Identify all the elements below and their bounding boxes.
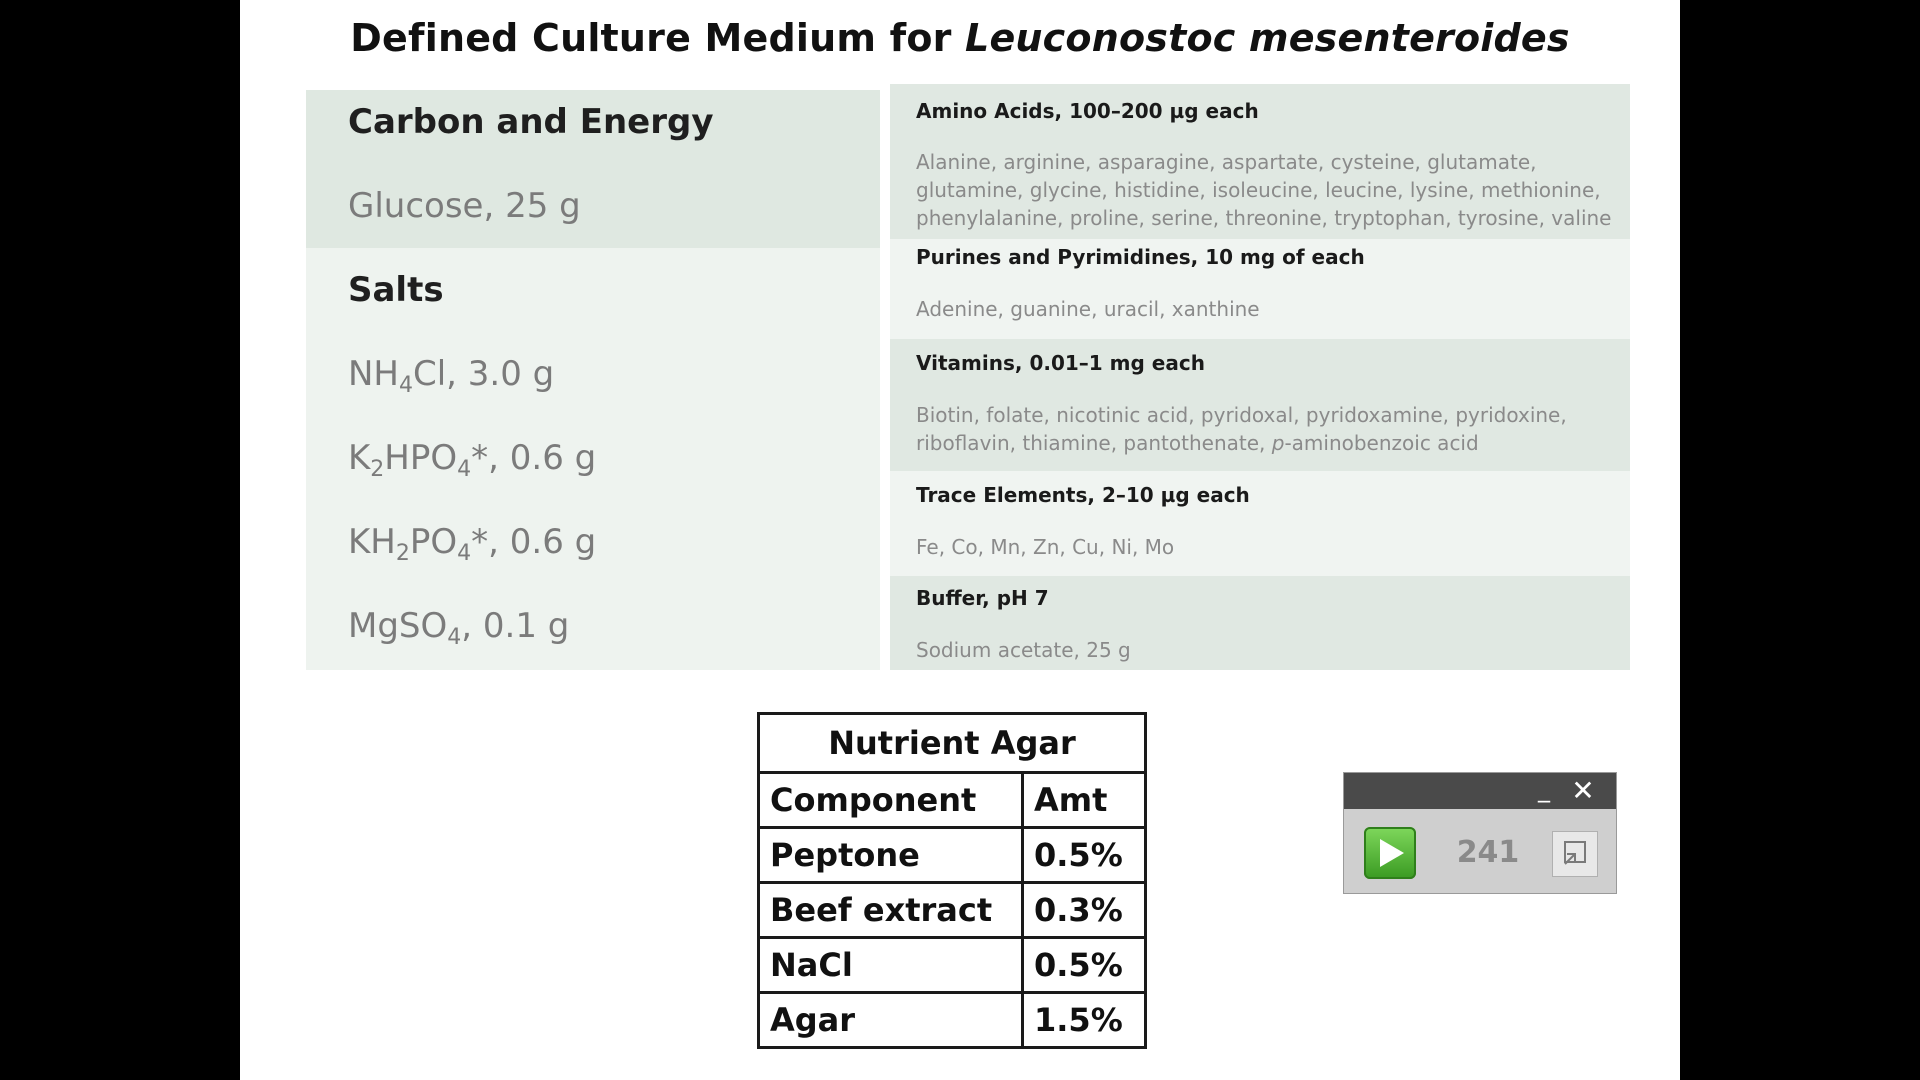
minimize-icon[interactable]: _ (1538, 775, 1550, 803)
table-header-row: Component Amt (757, 771, 1147, 829)
slide: Defined Culture Medium for Leuconostoc m… (240, 0, 1680, 1080)
component-cell: Peptone (757, 826, 1024, 884)
purines-title: Purines and Pyrimidines, 10 mg of each (916, 245, 1365, 269)
table-row: Peptone 0.5% (757, 826, 1147, 884)
table-title: Nutrient Agar (757, 712, 1147, 774)
nh4cl-sub: 4 (399, 373, 413, 398)
trace-section: Trace Elements, 2–10 µg each Fe, Co, Mn,… (890, 471, 1630, 576)
header-component: Component (757, 771, 1024, 829)
mgso4-a: MgSO (348, 606, 448, 646)
kh2po4-s1: 2 (395, 541, 410, 566)
expand-icon[interactable] (1552, 831, 1598, 877)
buffer-text: Sodium acetate, 25 g (916, 638, 1131, 662)
nh4cl-pre: NH (348, 354, 399, 394)
floating-player-widget: _ ✕ 241 (1343, 772, 1617, 894)
vitamins-text-a: Biotin, folate, nicotinic acid, pyridoxa… (916, 403, 1567, 455)
header-amount: Amt (1021, 771, 1147, 829)
table-row: NaCl 0.5% (757, 936, 1147, 994)
kh2po4-a: KH (348, 522, 396, 562)
widget-titlebar[interactable]: _ ✕ (1344, 773, 1616, 809)
vitamins-text: Biotin, folate, nicotinic acid, pyridoxa… (916, 401, 1616, 457)
buffer-title: Buffer, pH 7 (916, 586, 1049, 610)
amount-cell: 0.3% (1021, 881, 1147, 939)
kh2po4-s2: 4 (457, 541, 472, 566)
carbon-heading: Carbon and Energy (348, 102, 714, 142)
component-cell: Agar (757, 991, 1024, 1049)
nutrient-agar-table: Nutrient Agar Component Amt Peptone 0.5%… (757, 712, 1147, 1049)
glucose-value: Glucose, 25 g (348, 186, 581, 226)
vitamins-text-b: -aminobenzoic acid (1284, 431, 1479, 455)
k2hpo4-value: K2HPO4*, 0.6 g (348, 438, 596, 482)
right-panel: Amino Acids, 100–200 µg each Alanine, ar… (890, 84, 1630, 670)
slide-title-species: Leuconostoc mesenteroides (965, 16, 1570, 60)
mgso4-c: , 0.1 g (461, 606, 570, 646)
left-panel: Carbon and Energy Glucose, 25 g Salts NH… (306, 90, 880, 670)
trace-title: Trace Elements, 2–10 µg each (916, 483, 1250, 507)
slide-title: Defined Culture Medium for Leuconostoc m… (240, 16, 1680, 60)
k2hpo4-s2: 4 (457, 457, 472, 482)
vitamins-section: Vitamins, 0.01–1 mg each Biotin, folate,… (890, 339, 1630, 471)
salts-heading: Salts (348, 270, 444, 310)
carbon-band (306, 90, 880, 248)
amount-cell: 1.5% (1021, 991, 1147, 1049)
table-row: Agar 1.5% (757, 991, 1147, 1049)
slide-title-text: Defined Culture Medium for (350, 16, 966, 60)
trace-text: Fe, Co, Mn, Zn, Cu, Ni, Mo (916, 535, 1175, 559)
play-icon[interactable] (1364, 827, 1416, 879)
nh4cl-value: NH4Cl, 3.0 g (348, 354, 554, 398)
nh4cl-post: Cl, 3.0 g (413, 354, 555, 394)
vitamins-title: Vitamins, 0.01–1 mg each (916, 351, 1205, 375)
amino-text: Alanine, arginine, asparagine, aspartate… (916, 150, 1612, 230)
vitamins-text-italic: p (1271, 431, 1285, 455)
kh2po4-b: PO (409, 522, 458, 562)
component-cell: NaCl (757, 936, 1024, 994)
kh2po4-value: KH2PO4*, 0.6 g (348, 522, 596, 566)
amino-section: Amino Acids, 100–200 µg each Alanine, ar… (890, 84, 1630, 239)
k2hpo4-b: HPO (384, 438, 458, 478)
table-row: Beef extract 0.3% (757, 881, 1147, 939)
kh2po4-c: *, 0.6 g (471, 522, 597, 562)
k2hpo4-a: K (348, 438, 371, 478)
mgso4-sub: 4 (447, 625, 462, 650)
amino-title: Amino Acids, 100–200 µg each (916, 99, 1259, 123)
table-title-row: Nutrient Agar (757, 712, 1147, 774)
purines-text: Adenine, guanine, uracil, xanthine (916, 297, 1260, 321)
buffer-section: Buffer, pH 7 Sodium acetate, 25 g (890, 576, 1630, 670)
mgso4-value: MgSO4, 0.1 g (348, 606, 569, 650)
close-icon[interactable]: ✕ (1571, 774, 1595, 807)
k2hpo4-s1: 2 (370, 457, 385, 482)
amount-cell: 0.5% (1021, 826, 1147, 884)
component-cell: Beef extract (757, 881, 1024, 939)
expand-icon-graphic (1564, 841, 1586, 865)
purines-section: Purines and Pyrimidines, 10 mg of each A… (890, 239, 1630, 339)
k2hpo4-c: *, 0.6 g (471, 438, 597, 478)
counter-display: 241 (1456, 835, 1520, 870)
amount-cell: 0.5% (1021, 936, 1147, 994)
